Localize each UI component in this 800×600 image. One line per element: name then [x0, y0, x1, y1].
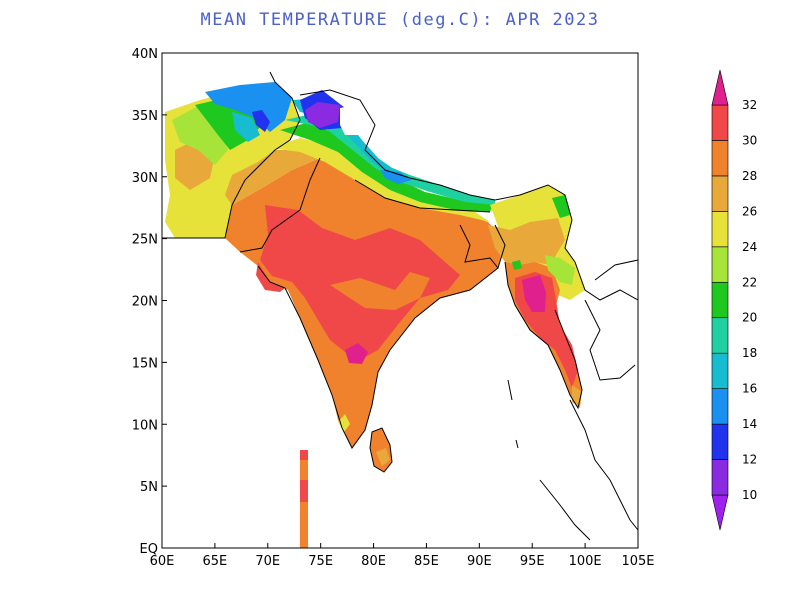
region-central-gt32 — [345, 343, 368, 364]
region-kashmir-white — [340, 105, 358, 135]
region-kashmir-10-12 — [305, 102, 340, 128]
lon-tick-label: 95E — [520, 554, 545, 569]
lat-tick-label: 40N — [132, 47, 158, 62]
colorbar-low-triangle — [711, 494, 729, 531]
region-him-14-16 — [380, 170, 412, 184]
colorbar-label: 10 — [742, 488, 757, 502]
region-burma-gt32 — [522, 275, 546, 312]
stripe-28-30-b — [300, 502, 308, 548]
map-axes: 60E 65E 70E 75E 80E 85E 90E 95E 100E 105E EQ 5N 10N 1… — [132, 47, 655, 569]
region-ne-green-spot — [512, 260, 522, 270]
colorbar-label: 22 — [742, 275, 757, 289]
lon-tick-label: 100E — [569, 554, 602, 569]
lon-tick-label: 90E — [467, 554, 492, 569]
colorbar-segment — [711, 423, 729, 460]
colorbar-label: 12 — [742, 453, 757, 467]
colorbar-label: 28 — [742, 169, 757, 183]
lon-tick-label: 65E — [203, 554, 228, 569]
lat-tick-label: EQ — [140, 542, 158, 557]
coast-srilanka — [369, 427, 393, 473]
colorbar-label: 14 — [742, 417, 757, 431]
region-him-16-18 — [292, 98, 410, 178]
region-pakistan-30-32 — [256, 262, 285, 292]
border-india-nepal — [354, 179, 491, 213]
stripe-28-30-a — [300, 460, 308, 480]
stripe-30-32-mid — [300, 480, 308, 502]
region-pakistan-26-28 — [225, 150, 320, 205]
lat-tick-label: 25N — [132, 233, 158, 248]
coast-andaman — [507, 379, 519, 449]
region-ne-22-24 — [545, 255, 575, 285]
coast-thailand — [539, 259, 639, 541]
lat-tick-label: 5N — [140, 480, 158, 495]
lat-tick-label: 10N — [132, 418, 158, 433]
colorbar-label: 18 — [742, 346, 757, 360]
stripe-30-32-top — [300, 450, 308, 460]
region-hk-12-14 — [252, 110, 270, 132]
region-india-28-30-interior — [330, 272, 430, 310]
colorbar-segment — [711, 104, 729, 141]
lat-tick-label: 30N — [132, 171, 158, 186]
colorbar-high-triangle — [711, 69, 729, 106]
region-him-18-20 — [285, 112, 495, 205]
colorbar: 10 12 14 16 18 20 22 24 26 28 30 32 — [711, 69, 757, 531]
lon-tick-label: 105E — [621, 554, 654, 569]
colorbar-label: 32 — [742, 98, 757, 112]
lat-tick-label: 15N — [132, 356, 158, 371]
colorbar-label: 26 — [742, 204, 757, 218]
colorbar-segment — [711, 246, 729, 283]
colorbar-segment — [711, 352, 729, 389]
region-ne-20-22 — [552, 195, 570, 218]
colorbar-label: 30 — [742, 133, 757, 147]
border-china — [299, 89, 576, 263]
colorbar-segment — [711, 388, 729, 425]
border-pak-india — [239, 157, 321, 253]
region-hk-14-16 — [205, 82, 292, 132]
region-hk-16-18 — [232, 112, 260, 142]
colorbar-segment — [711, 211, 729, 248]
coast-india — [257, 265, 499, 449]
colorbar-label: 24 — [742, 240, 757, 254]
region-him-20-22 — [280, 122, 495, 212]
colorbar-segment — [711, 459, 729, 496]
temperature-field — [165, 82, 585, 548]
lon-tick-label: 75E — [308, 554, 333, 569]
region-srilanka-26-28 — [376, 448, 390, 466]
lon-tick-label: 80E — [361, 554, 386, 569]
colorbar-segment — [711, 281, 729, 319]
coastlines — [162, 71, 639, 541]
lon-tick-label: 60E — [150, 554, 175, 569]
colorbar-label: 16 — [742, 382, 757, 396]
colorbar-segment — [711, 175, 729, 212]
region-south-24-26 — [338, 414, 350, 432]
lat-tick-label: 35N — [132, 109, 158, 124]
lat-tick-label: 20N — [132, 295, 158, 310]
colorbar-segment — [711, 317, 729, 354]
lon-tick-label: 85E — [414, 554, 439, 569]
coast-burma — [504, 261, 583, 410]
border-bangladesh — [459, 224, 506, 270]
border-west — [162, 71, 301, 239]
colorbar-label: 20 — [742, 311, 757, 325]
map-title: MEAN TEMPERATURE (deg.C): APR 2023 — [200, 10, 600, 30]
colorbar-segment — [711, 140, 729, 177]
lon-tick-label: 70E — [255, 554, 280, 569]
